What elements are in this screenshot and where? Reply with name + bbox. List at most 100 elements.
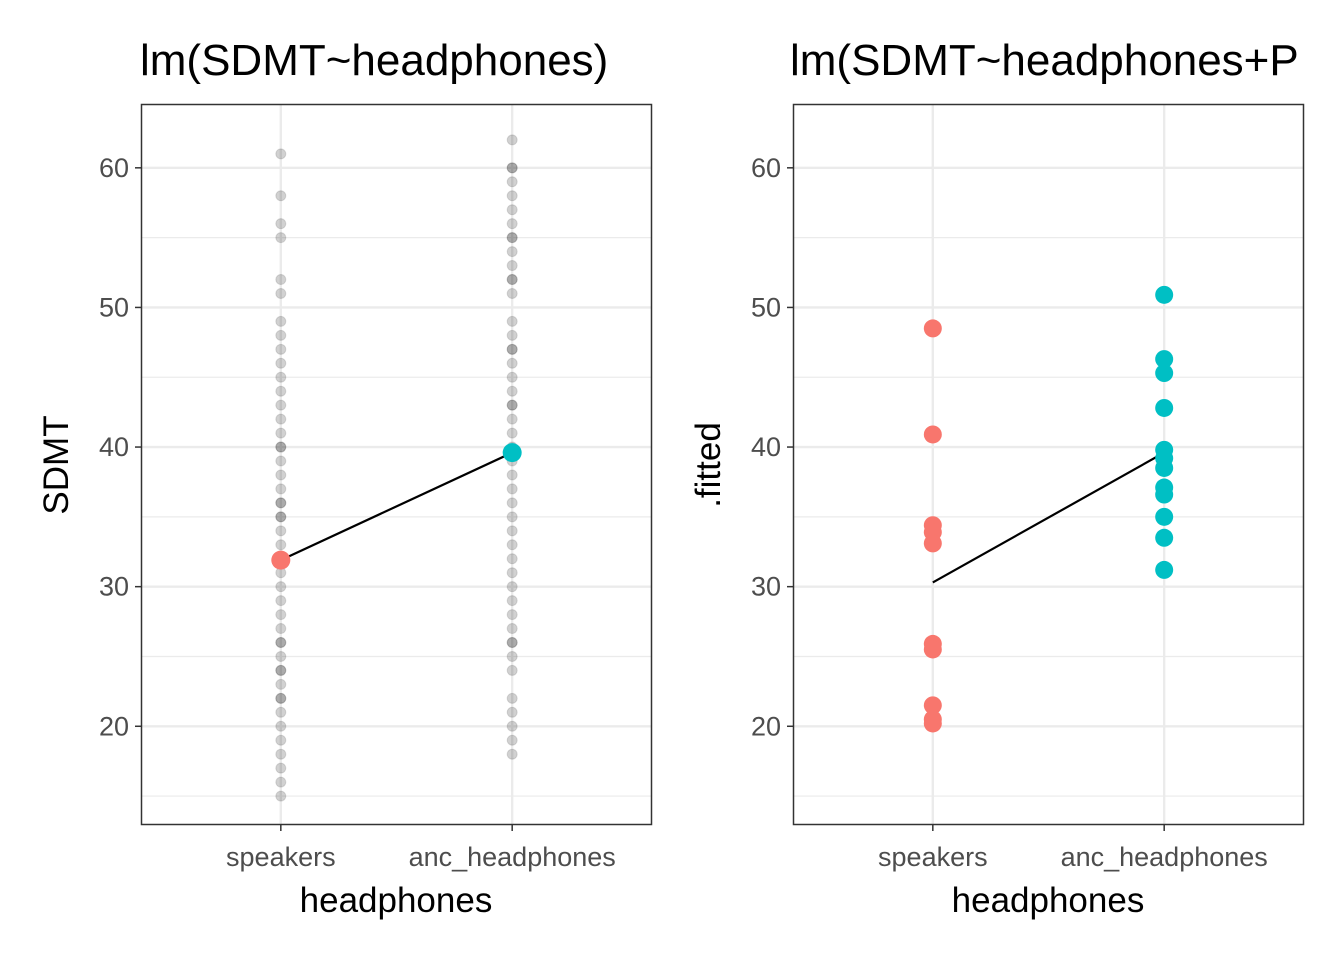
raw-data-point <box>275 609 287 621</box>
raw-data-point <box>506 609 518 621</box>
raw-data-point <box>275 525 287 537</box>
raw-data-point <box>506 511 518 523</box>
raw-data-point <box>506 399 518 411</box>
raw-data-point <box>275 455 287 467</box>
raw-data-point <box>275 581 287 593</box>
raw-data-point <box>275 497 287 509</box>
raw-data-point <box>275 637 287 649</box>
x-tick-label: speakers <box>226 842 336 872</box>
x-tick-label: anc_headphones <box>1061 842 1268 872</box>
y-tick-label: 50 <box>99 292 129 322</box>
fitted-point <box>923 425 942 444</box>
raw-data-point <box>506 385 518 397</box>
fitted-point <box>1155 458 1174 477</box>
raw-data-point <box>506 274 518 286</box>
y-tick-label: 20 <box>751 711 781 741</box>
fitted-point <box>1155 285 1174 304</box>
group-mean-point <box>502 443 522 463</box>
raw-data-point <box>275 511 287 523</box>
raw-data-point <box>275 595 287 607</box>
fitted-point <box>923 319 942 338</box>
panel-left: lm(SDMT~headphones) 20 30 40 50 60 speakers an… <box>37 36 653 920</box>
raw-data-point <box>506 427 518 439</box>
axes: 20 30 40 50 60 speakers anc_headphones <box>99 153 616 872</box>
fitted-mean-line <box>932 451 1165 584</box>
raw-data-point <box>275 413 287 425</box>
panel-border <box>792 103 1305 826</box>
raw-data-point <box>275 399 287 411</box>
fitted-point <box>1155 560 1174 579</box>
raw-data-point <box>506 190 518 202</box>
raw-data-point <box>275 511 287 523</box>
raw-data-point <box>275 720 287 732</box>
raw-data-point <box>275 790 287 802</box>
raw-data-point <box>506 246 518 258</box>
raw-data-point <box>506 581 518 593</box>
y-tick-label: 40 <box>99 432 129 462</box>
raw-data-point <box>275 650 287 662</box>
raw-data-point <box>275 329 287 341</box>
raw-data-point <box>506 623 518 635</box>
raw-data-point <box>275 664 287 676</box>
raw-data-point <box>275 539 287 551</box>
y-axis-title: .fitted <box>689 422 728 508</box>
raw-data-point <box>506 287 518 299</box>
y-axis-title: SDMT <box>37 415 76 514</box>
fitted-point <box>923 696 942 715</box>
x-tick-label: anc_headphones <box>409 842 616 872</box>
raw-data-point <box>506 218 518 230</box>
fitted-point <box>923 534 942 553</box>
raw-data-point <box>506 232 518 244</box>
raw-data-point <box>506 664 518 676</box>
raw-data-point <box>506 371 518 383</box>
raw-data-point <box>275 371 287 383</box>
x-axis-title: headphones <box>300 881 493 920</box>
axes: 20 30 40 50 60 speakers anc_headphones <box>751 153 1268 872</box>
raw-data-point <box>506 343 518 355</box>
y-tick-label: 30 <box>751 572 781 602</box>
raw-data-point <box>506 637 518 649</box>
raw-data-point <box>275 762 287 774</box>
raw-data-point <box>506 497 518 509</box>
raw-data-point <box>506 692 518 704</box>
raw-data-point <box>275 357 287 369</box>
raw-data-point <box>506 413 518 425</box>
y-tick-label: 60 <box>751 153 781 183</box>
raw-data-point <box>275 218 287 230</box>
raw-data-point <box>275 678 287 690</box>
raw-data-point <box>275 148 287 160</box>
raw-data-point <box>506 483 518 495</box>
raw-data-point <box>275 637 287 649</box>
raw-data-point <box>275 315 287 327</box>
raw-data-point <box>506 650 518 662</box>
fitted-point <box>1155 485 1174 504</box>
data-layer <box>271 134 522 802</box>
panel-right: lm(SDMT~headphones+P 20 30 40 50 60 speakers a… <box>689 36 1305 920</box>
raw-data-point <box>275 706 287 718</box>
raw-data-point <box>275 385 287 397</box>
raw-data-point <box>506 706 518 718</box>
raw-data-point <box>506 232 518 244</box>
raw-data-point <box>275 483 287 495</box>
raw-data-point <box>275 692 287 704</box>
fitted-point <box>1155 398 1174 417</box>
raw-data-point <box>506 637 518 649</box>
raw-data-point <box>275 748 287 760</box>
fitted-point <box>923 640 942 659</box>
raw-data-point <box>506 748 518 760</box>
raw-data-point <box>506 553 518 565</box>
panel-title: lm(SDMT~headphones) <box>140 36 608 85</box>
raw-data-point <box>506 329 518 341</box>
raw-data-point <box>506 525 518 537</box>
raw-data-point <box>506 176 518 188</box>
raw-data-point <box>506 315 518 327</box>
raw-data-point <box>275 469 287 481</box>
raw-data-point <box>275 497 287 509</box>
panel-title: lm(SDMT~headphones+P <box>790 36 1299 85</box>
y-tick-label: 60 <box>99 153 129 183</box>
raw-data-point <box>506 134 518 146</box>
y-tick-label: 40 <box>751 432 781 462</box>
raw-data-point <box>506 720 518 732</box>
raw-data-point <box>506 162 518 174</box>
